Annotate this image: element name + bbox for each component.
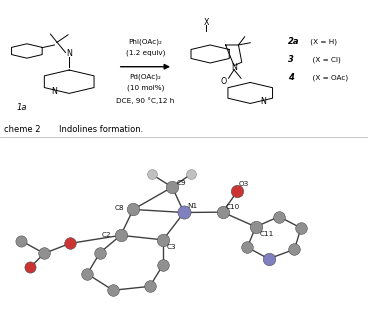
Point (41, 251, 47, 256)
Point (160, 262, 166, 267)
Text: X: X (204, 18, 209, 27)
Text: 3: 3 (288, 56, 294, 64)
Text: C9: C9 (177, 180, 186, 186)
Text: N1: N1 (187, 203, 197, 209)
Point (149, 172, 155, 177)
Text: 2a: 2a (288, 37, 299, 47)
Text: O: O (221, 77, 227, 86)
Text: N: N (52, 87, 57, 96)
Text: C8: C8 (114, 205, 124, 211)
Point (220, 210, 226, 215)
Point (244, 245, 250, 250)
Text: 1a: 1a (16, 103, 26, 112)
Point (276, 214, 282, 219)
Text: Pd(OAc)₂: Pd(OAc)₂ (130, 73, 161, 80)
Point (160, 237, 166, 242)
Text: C2: C2 (102, 232, 112, 238)
Point (298, 226, 304, 231)
Point (181, 210, 187, 215)
Text: DCE, 90 °C,12 h: DCE, 90 °C,12 h (116, 97, 174, 104)
Point (130, 207, 136, 212)
Text: O3: O3 (239, 182, 249, 188)
Point (234, 189, 240, 194)
Text: (1.2 equiv): (1.2 equiv) (126, 50, 165, 56)
Point (253, 224, 259, 229)
Text: PhI(OAc)₂: PhI(OAc)₂ (128, 39, 162, 45)
Text: N: N (260, 97, 266, 107)
Point (67, 241, 73, 246)
Point (97, 250, 103, 255)
Point (84, 271, 90, 276)
Text: N: N (231, 63, 237, 72)
Point (118, 233, 124, 238)
Text: Indolines formation.: Indolines formation. (59, 125, 143, 134)
Text: (10 mol%): (10 mol%) (127, 85, 164, 91)
Text: (X = Cl): (X = Cl) (308, 57, 341, 63)
Text: 4: 4 (288, 73, 294, 83)
Text: (X = OAc): (X = OAc) (308, 75, 348, 81)
Text: (X = H): (X = H) (308, 39, 337, 45)
Point (169, 185, 175, 190)
Point (291, 247, 297, 252)
Text: C10: C10 (226, 204, 240, 211)
Point (110, 288, 116, 293)
Text: C11: C11 (260, 231, 274, 237)
Text: C3: C3 (166, 244, 176, 250)
Text: cheme 2: cheme 2 (4, 125, 40, 134)
Point (188, 171, 194, 176)
Point (27, 265, 33, 270)
Point (266, 256, 272, 261)
Text: N: N (66, 49, 72, 58)
Point (147, 284, 153, 289)
Point (18, 238, 24, 243)
